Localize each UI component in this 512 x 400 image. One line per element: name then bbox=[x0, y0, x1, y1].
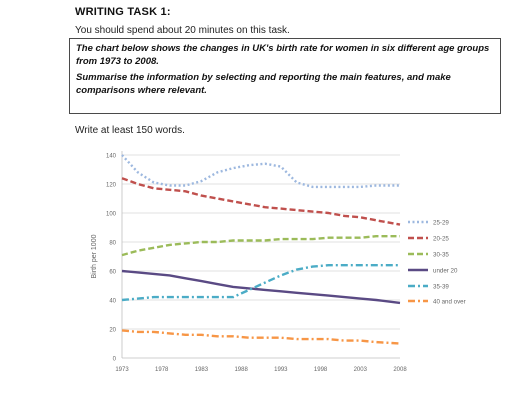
word-count-note: Write at least 150 words. bbox=[75, 125, 185, 136]
legend-label: under 20 bbox=[433, 268, 458, 275]
legend-label: 40 and over bbox=[433, 299, 466, 306]
x-tick-label: 1993 bbox=[274, 367, 288, 373]
y-tick-label: 100 bbox=[106, 212, 117, 218]
legend-label: 35-39 bbox=[433, 284, 449, 291]
x-tick-label: 2008 bbox=[393, 367, 407, 373]
legend-label: 25-29 bbox=[433, 220, 449, 227]
y-tick-label: 120 bbox=[106, 183, 117, 189]
task-prompt: The chart below shows the changes in UK'… bbox=[76, 43, 490, 67]
legend-label: 30-35 bbox=[433, 252, 449, 259]
series-line-35-39 bbox=[121, 264, 400, 302]
y-tick-label: 80 bbox=[109, 241, 116, 247]
x-tick-label: 1973 bbox=[115, 367, 129, 373]
y-axis-label: Birth per 1000 bbox=[91, 234, 98, 278]
task-heading: WRITING TASK 1: bbox=[75, 6, 171, 18]
task-prompt-box: The chart below shows the changes in UK'… bbox=[69, 38, 501, 114]
task-instruction: Summarise the information by selecting a… bbox=[76, 72, 451, 96]
x-tick-label: 1998 bbox=[314, 367, 328, 373]
y-tick-label: 40 bbox=[109, 299, 116, 305]
y-tick-label: 0 bbox=[113, 357, 117, 363]
time-instruction: You should spend about 20 minutes on thi… bbox=[75, 25, 290, 36]
x-tick-label: 2003 bbox=[354, 367, 368, 373]
y-tick-label: 140 bbox=[106, 154, 117, 160]
series-line-20-25 bbox=[121, 177, 401, 226]
x-tick-label: 1978 bbox=[155, 367, 169, 373]
series-line-40-and-over bbox=[121, 329, 401, 345]
x-tick-label: 1983 bbox=[195, 367, 209, 373]
legend-label: 20-25 bbox=[433, 236, 449, 243]
y-tick-label: 60 bbox=[109, 270, 116, 276]
y-tick-label: 20 bbox=[109, 328, 116, 334]
x-tick-label: 1988 bbox=[234, 367, 248, 373]
series-line-25-29 bbox=[121, 154, 400, 189]
series-line-30-35 bbox=[121, 234, 400, 257]
series-line-under-20 bbox=[121, 269, 401, 305]
